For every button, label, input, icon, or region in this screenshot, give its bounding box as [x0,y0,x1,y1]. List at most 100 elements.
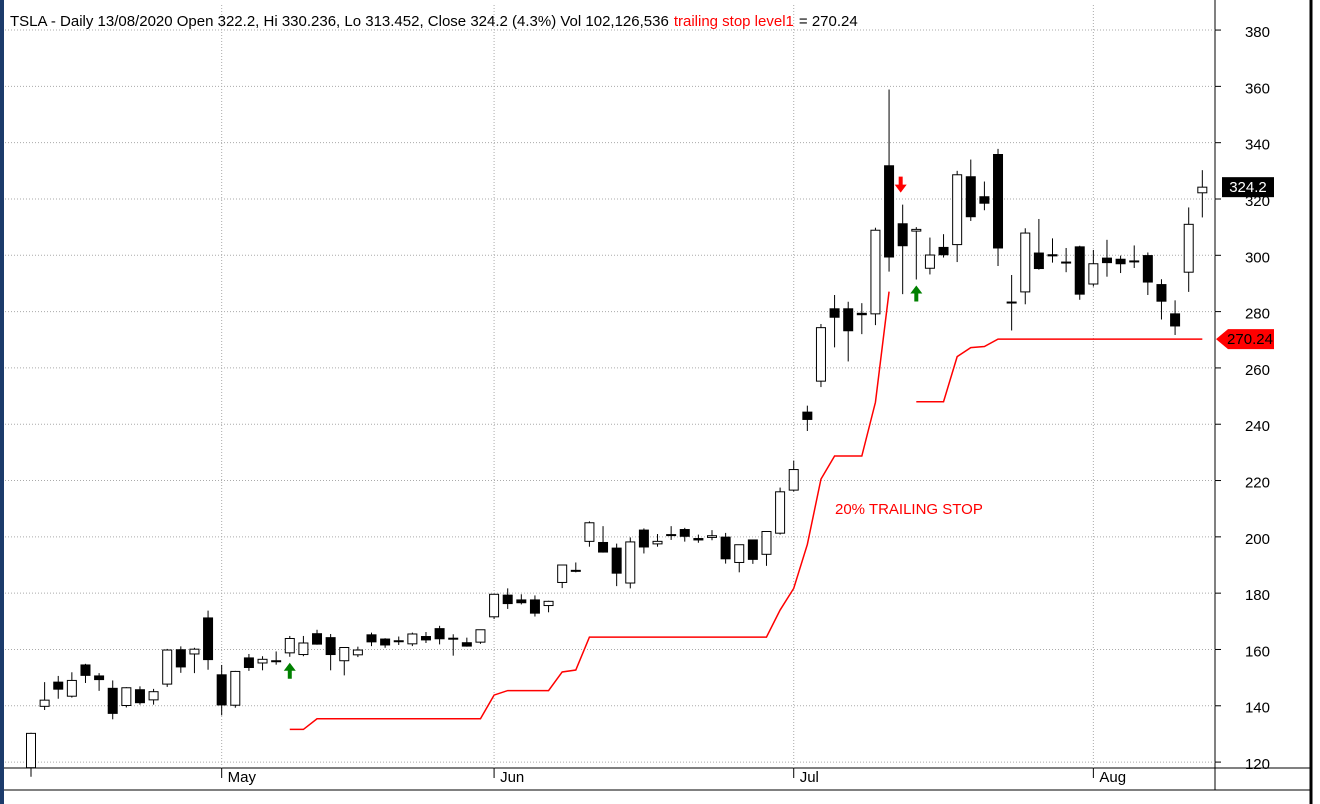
candle-body [788,469,799,491]
y-tick-label: 220 [1245,475,1270,492]
candle-body [366,634,377,643]
candle-body [39,699,50,707]
candle-body [1101,257,1112,264]
candle-body [352,649,363,656]
candle-body [652,540,663,545]
candle-body [284,637,295,654]
candle-body [271,660,282,663]
chart-title: TSLA - Daily 13/08/2020 Open 322.2, Hi 3… [10,13,858,30]
candle-body [638,529,649,548]
y-tick-label: 360 [1245,80,1270,97]
candle-body [502,594,513,605]
candle-body [339,646,350,662]
candle-body [1156,284,1167,302]
candle-body [979,196,990,204]
indicator-value: = 270.24 [799,13,858,30]
candle-body [1183,223,1194,273]
y-tick-label: 340 [1245,137,1270,154]
candle-body [148,691,159,701]
candle-body [993,154,1004,249]
candle-body [897,223,908,247]
candle-body [1170,313,1181,327]
candle-body [1006,301,1017,304]
candle-body [965,176,976,218]
candle-body [815,327,826,382]
candle-body [298,642,309,656]
buy-arrow [910,285,923,302]
y-tick-label: 260 [1245,362,1270,379]
annotation: 20% TRAILING STOP [835,501,983,518]
price-tag-label: 324.2 [1229,179,1267,196]
candle-body [121,687,132,706]
y-tick-label: 240 [1245,418,1270,435]
stop-line [289,291,890,731]
stop-tag-label: 270.24 [1227,331,1273,348]
price-tag [1222,177,1274,198]
y-tick-label: 380 [1245,24,1270,41]
candle-body [924,254,935,269]
candle-body [393,640,404,643]
candle-body [1129,260,1140,263]
candle-body [475,629,486,643]
x-tick-label: Jul [800,769,819,786]
candle-body [938,246,949,256]
candle-body [761,530,772,555]
candle-body [461,642,472,647]
candle-body [434,628,445,640]
candle-body [80,664,91,676]
candle-body [1115,258,1126,265]
candle-body [584,522,595,542]
candle-body [189,648,200,655]
candle-body [829,308,840,318]
candle-body [26,732,36,769]
candle-body [203,617,214,661]
candle-body [543,600,554,607]
candle-body [516,599,527,604]
candle-body [420,636,431,641]
y-tick-label: 320 [1245,193,1270,210]
y-tick-label: 300 [1245,249,1270,266]
candle-body [162,649,173,685]
candle-body [666,534,677,537]
sell-arrow [894,176,907,193]
x-tick-label: May [228,769,257,786]
y-tick-label: 180 [1245,587,1270,604]
candle-body [557,564,568,583]
buy-arrow [283,662,296,679]
candle-body [312,633,323,645]
candle-body [952,174,963,246]
candle-body [734,544,745,563]
candle-body [380,638,391,646]
candle-body [407,633,418,645]
candle-body [856,312,867,316]
candle-body [707,535,717,538]
plot: 120 140 160 180 200 220 240 260 280 300 320 340 360 3… [5,5,1270,786]
candle-body [802,411,813,420]
candle-body [66,679,77,697]
candle-body [257,658,268,664]
candle-body [1033,252,1044,270]
y-tick-label: 160 [1245,643,1270,660]
indicator-name: trailing stop level1 [674,13,794,30]
candle-body [230,670,241,706]
candle-body [870,229,881,315]
candle-body [1047,254,1058,257]
candle-body [679,529,690,537]
candle-body [747,539,758,560]
candle-body [134,689,145,704]
y-tick-label: 280 [1245,306,1270,323]
x-tick-label: Jun [500,769,524,786]
candle-body [325,637,336,656]
candle-body [529,599,540,614]
candle-body [1020,232,1031,293]
candle-body [1074,246,1085,295]
candle-body [611,547,622,574]
candle-body [53,681,64,690]
title-text: TSLA - Daily 13/08/2020 Open 322.2, Hi 3… [10,13,669,30]
candle-body [720,536,731,560]
stop-tag [1216,329,1274,350]
candle-body [1197,186,1208,194]
candle-body [489,593,500,618]
